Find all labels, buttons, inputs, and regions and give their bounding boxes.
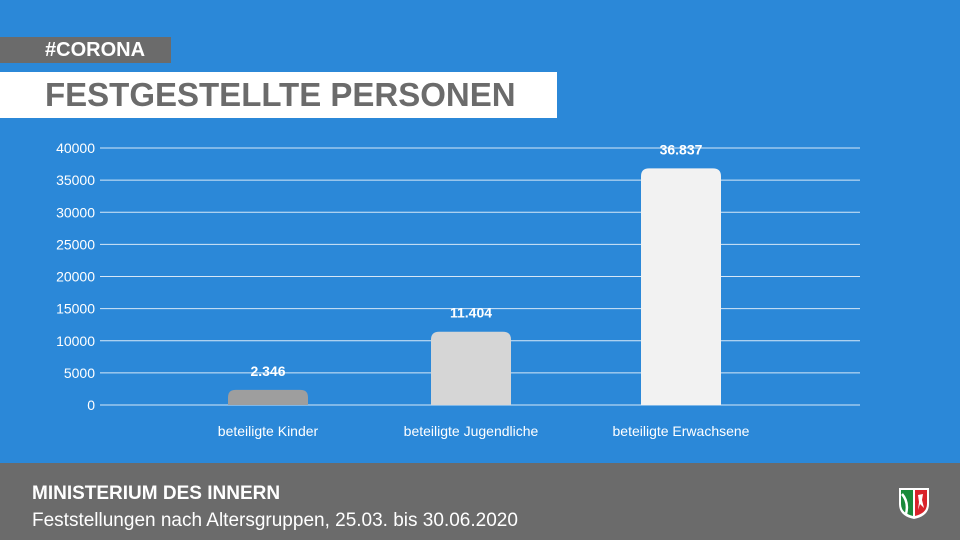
data-label: 36.837 bbox=[660, 141, 703, 157]
page-title: FESTGESTELLTE PERSONEN bbox=[0, 72, 557, 118]
nrw-coat-of-arms-icon bbox=[899, 488, 929, 519]
data-label: 11.404 bbox=[450, 305, 492, 321]
y-tick-label: 20000 bbox=[56, 269, 95, 285]
bar-chart: 0 5000 10000 15000 20000 25000 30000 35000 40000… bbox=[56, 140, 860, 439]
x-tick-label: beteiligte Jugendliche bbox=[404, 423, 539, 439]
ministry-name: MINISTERIUM DES INNERN bbox=[32, 483, 281, 504]
bar bbox=[228, 389, 308, 405]
chart-subtitle: Feststellungen nach Altersgruppen, 25.03… bbox=[32, 510, 518, 531]
bar bbox=[641, 168, 721, 405]
bar bbox=[431, 331, 511, 405]
x-tick-label: beteiligte Erwachsene bbox=[613, 423, 750, 439]
y-tick-label: 5000 bbox=[64, 365, 95, 381]
y-tick-label: 25000 bbox=[56, 236, 95, 252]
y-tick-label: 35000 bbox=[56, 172, 95, 188]
y-tick-label: 30000 bbox=[56, 204, 95, 220]
data-label: 2.346 bbox=[250, 363, 285, 379]
y-tick-label: 0 bbox=[87, 397, 95, 413]
y-tick-label: 40000 bbox=[56, 140, 95, 156]
y-tick-label: 10000 bbox=[56, 333, 95, 349]
footer: MINISTERIUM DES INNERN Feststellungen na… bbox=[0, 463, 960, 540]
hashtag-label: #CORONA bbox=[0, 37, 171, 63]
x-tick-label: beteiligte Kinder bbox=[218, 423, 319, 439]
y-tick-label: 15000 bbox=[56, 301, 95, 317]
